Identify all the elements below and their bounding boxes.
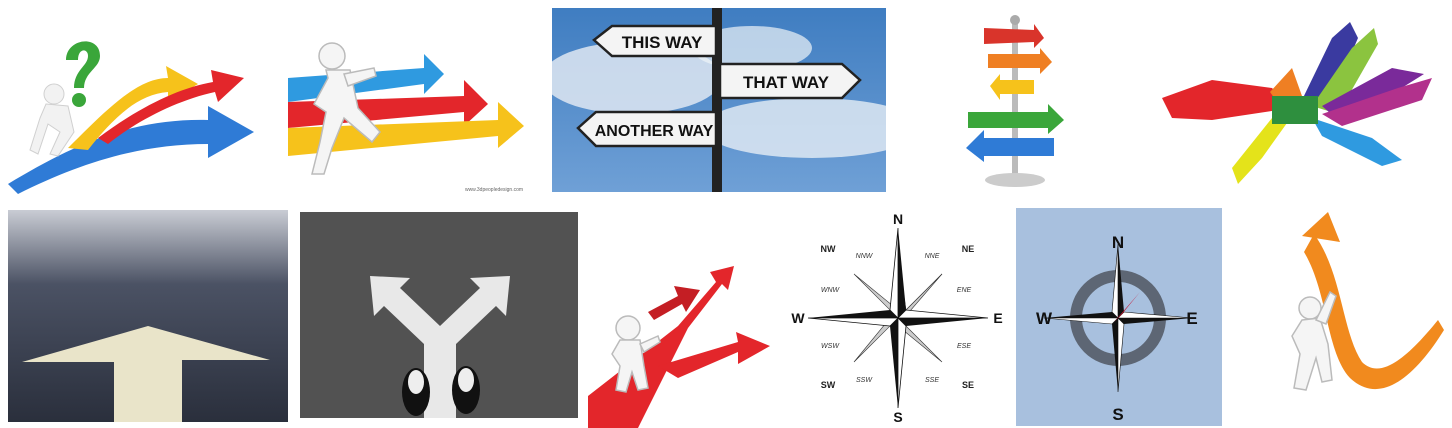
compass-blue-label-e: E xyxy=(1186,309,1197,328)
color-signpost-illustration xyxy=(894,8,1144,194)
sneakers-icon xyxy=(402,366,480,416)
watermark-text: www.3dpeopledesign.com xyxy=(465,187,523,193)
compass-label-ne: NE xyxy=(962,244,975,254)
image-result-signpost[interactable]: THIS WAY THAT WAY ANOTHER WAY xyxy=(552,8,886,192)
image-result-road-arrow[interactable] xyxy=(8,210,288,422)
image-result-compass-blue[interactable]: N S E W xyxy=(1016,208,1222,426)
image-result-red-path[interactable] xyxy=(588,216,784,428)
image-result-compass-rose[interactable]: N S E W NW NE SW SE NNW NNE ENE ESE SSE … xyxy=(788,210,1010,424)
sign-that-way: THAT WAY xyxy=(718,62,862,100)
road-arrow-photo xyxy=(8,210,288,422)
question-figure-illustration xyxy=(8,8,276,194)
image-result-forked-arrow[interactable] xyxy=(300,212,578,418)
compass-label-ene: ENE xyxy=(957,287,972,294)
compass-label-nnw: NNW xyxy=(856,253,874,260)
compass-label-sse: SSE xyxy=(925,377,939,384)
compass-label-s: S xyxy=(893,409,902,424)
sign-this-way: THIS WAY xyxy=(592,24,718,58)
compass-label-nne: NNE xyxy=(925,253,940,260)
compass-label-nw: NW xyxy=(821,244,836,254)
compass-label-e: E xyxy=(993,310,1002,326)
compass-label-se: SE xyxy=(962,380,974,390)
svg-text:THIS WAY: THIS WAY xyxy=(622,33,703,52)
svg-text:ANOTHER WAY: ANOTHER WAY xyxy=(595,123,714,140)
red-path-illustration xyxy=(588,216,784,428)
image-result-walking-arrows[interactable]: www.3dpeopledesign.com xyxy=(284,8,542,194)
pointing-hands-illustration xyxy=(1152,8,1442,194)
compass-label-wnw: WNW xyxy=(821,287,841,294)
compass-rose-diagram: N S E W NW NE SW SE NNW NNE ENE ESE SSE … xyxy=(788,210,1010,424)
compass-blue-diagram: N S E W xyxy=(1016,208,1222,426)
compass-blue-label-w: W xyxy=(1036,309,1053,328)
forked-arrow-photo xyxy=(300,212,578,418)
orange-arrow-illustration xyxy=(1232,212,1444,424)
compass-label-sw: SW xyxy=(821,380,836,390)
compass-blue-label-n: N xyxy=(1112,233,1124,252)
compass-label-wsw: WSW xyxy=(821,343,840,350)
compass-label-ese: ESE xyxy=(957,343,971,350)
image-result-pointing-hands[interactable] xyxy=(1152,8,1442,194)
svg-text:THAT WAY: THAT WAY xyxy=(743,73,830,92)
image-result-orange-arrow[interactable] xyxy=(1232,212,1444,424)
compass-label-n: N xyxy=(893,211,903,227)
sign-another-way: ANOTHER WAY xyxy=(576,110,718,148)
image-result-question-arrows[interactable] xyxy=(8,8,276,194)
compass-label-ssw: SSW xyxy=(856,377,873,384)
question-mark-icon xyxy=(66,41,100,107)
walking-figure-illustration: www.3dpeopledesign.com xyxy=(284,8,542,194)
compass-label-w: W xyxy=(791,310,805,326)
signpost-photo: THIS WAY THAT WAY ANOTHER WAY xyxy=(552,8,886,192)
compass-blue-label-s: S xyxy=(1112,405,1123,424)
image-result-color-signpost[interactable] xyxy=(894,8,1144,194)
